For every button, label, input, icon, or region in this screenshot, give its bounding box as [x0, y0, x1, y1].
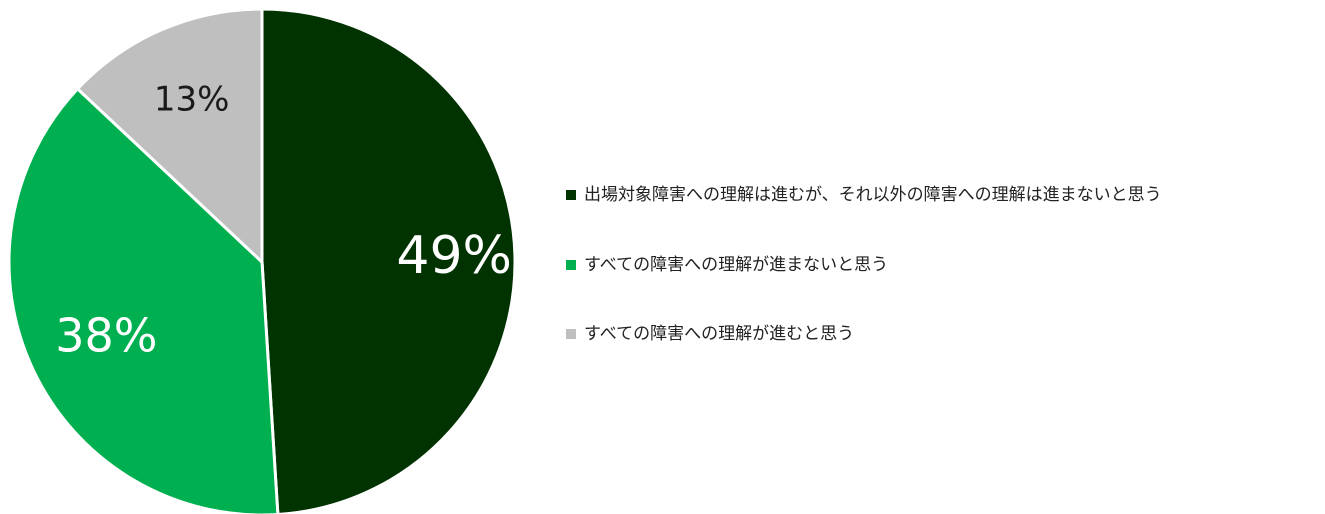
legend-swatch-2 — [566, 260, 576, 270]
pie-slice-1 — [260, 7, 517, 514]
legend-label-2: すべての障害への理解が進まないと思う — [584, 255, 888, 275]
legend-swatch-1 — [566, 190, 576, 200]
data-label-2: 38% — [55, 308, 157, 362]
pie-data-labels: 49% 38% 13% — [55, 79, 512, 362]
legend: 出場対象障害への理解は進むが、それ以外の障害への理解は進まないと思うすべての障害… — [566, 185, 1162, 344]
legend-label-3: すべての障害への理解が進むと思う — [584, 324, 854, 344]
legend-item-2: すべての障害への理解が進まないと思う — [566, 255, 888, 275]
pie-slice-2 — [7, 87, 280, 514]
pie-slice-3 — [76, 7, 264, 264]
legend-item-3: すべての障害への理解が進むと思う — [566, 324, 854, 344]
data-label-3: 13% — [154, 79, 230, 119]
legend-item-1: 出場対象障害への理解は進むが、それ以外の障害への理解は進まないと思う — [566, 185, 1162, 205]
legend-swatch-3 — [566, 329, 576, 339]
data-label-1: 49% — [396, 226, 512, 286]
legend-label-1: 出場対象障害への理解は進むが、それ以外の障害への理解は進まないと思う — [584, 185, 1162, 205]
pie-slices — [7, 7, 517, 514]
